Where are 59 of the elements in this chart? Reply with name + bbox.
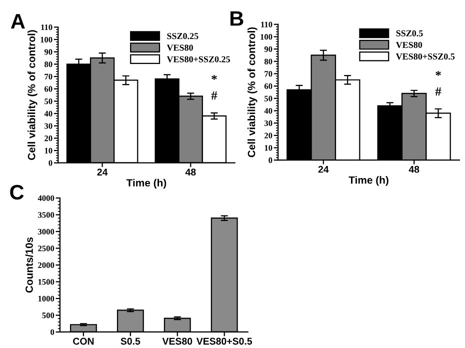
- y-tick-label: 30: [264, 120, 272, 126]
- x-tick-label: 24: [318, 166, 329, 173]
- y-tick-label: 3000: [38, 228, 54, 234]
- y-tick-label: 50: [44, 98, 52, 104]
- y-tick-label: 0: [268, 157, 272, 164]
- y-tick-label: 70: [264, 71, 272, 77]
- legend-label: VES80+SSZ0.5: [396, 53, 455, 60]
- x-axis-title: Time (h): [348, 176, 388, 186]
- y-tick-label: 3500: [38, 212, 54, 218]
- chart-title: C: [10, 184, 24, 200]
- annotation: #: [435, 87, 442, 96]
- annotation: *: [212, 75, 217, 80]
- y-tick-label: 0: [48, 160, 52, 166]
- y-tick-label: 90: [264, 46, 272, 52]
- y-tick-label: 4000: [38, 195, 54, 201]
- y-tick-label: 70: [44, 74, 52, 80]
- annotation: *: [436, 71, 441, 76]
- y-tick-label: 500: [42, 312, 54, 318]
- y-tick-label: 1500: [38, 279, 54, 285]
- y-tick-label: 60: [264, 83, 272, 90]
- chart-title: A: [10, 14, 25, 28]
- legend-label: VES80: [166, 44, 193, 51]
- y-tick-label: 80: [264, 58, 272, 64]
- y-tick-label: 20: [44, 136, 52, 142]
- legend-label: SSZ0.5: [396, 30, 423, 36]
- y-tick-label: 30: [44, 123, 52, 129]
- y-tick-label: 100: [40, 36, 52, 42]
- x-tick-label: VES80+S0.5: [196, 338, 252, 345]
- legend-label: VES80+SSZ0.25: [166, 56, 230, 62]
- y-tick-label: 40: [264, 108, 272, 114]
- legend-label: VES80: [396, 42, 422, 48]
- y-tick-label: 10: [44, 148, 52, 154]
- x-axis-title: Time (h): [126, 178, 166, 189]
- chart-title: B: [230, 11, 244, 26]
- y-tick-label: 80: [44, 62, 52, 68]
- y-axis-title: Cell viability (% of control): [248, 27, 258, 158]
- y-axis-title: Counts/10s: [25, 237, 34, 293]
- y-axis-title: Cell viability (% of control): [28, 30, 38, 160]
- y-tick-label: 20: [264, 132, 272, 138]
- y-tick-label: 1000: [38, 296, 54, 302]
- x-tick-label: CON: [73, 338, 94, 345]
- x-tick-label: S0.5: [120, 338, 140, 345]
- y-tick-label: 40: [44, 110, 52, 116]
- y-tick-label: 60: [44, 86, 52, 92]
- y-tick-label: 0: [50, 329, 54, 335]
- y-tick-label: 90: [44, 49, 52, 55]
- y-tick-label: 10: [264, 145, 272, 151]
- y-tick-label: 2500: [38, 246, 54, 252]
- y-tick-label: 110: [41, 24, 52, 30]
- legend-label: SSZ0.25: [167, 33, 198, 40]
- x-tick-label: 48: [185, 168, 196, 176]
- x-tick-label: 48: [408, 166, 420, 173]
- annotation: #: [211, 91, 218, 100]
- x-tick-label: 24: [97, 168, 108, 176]
- y-tick-label: 100: [260, 34, 272, 40]
- y-tick-label: 110: [261, 22, 272, 28]
- x-tick-label: VES80: [162, 338, 192, 345]
- y-tick-label: 50: [264, 96, 272, 102]
- y-tick-label: 2000: [38, 262, 54, 268]
